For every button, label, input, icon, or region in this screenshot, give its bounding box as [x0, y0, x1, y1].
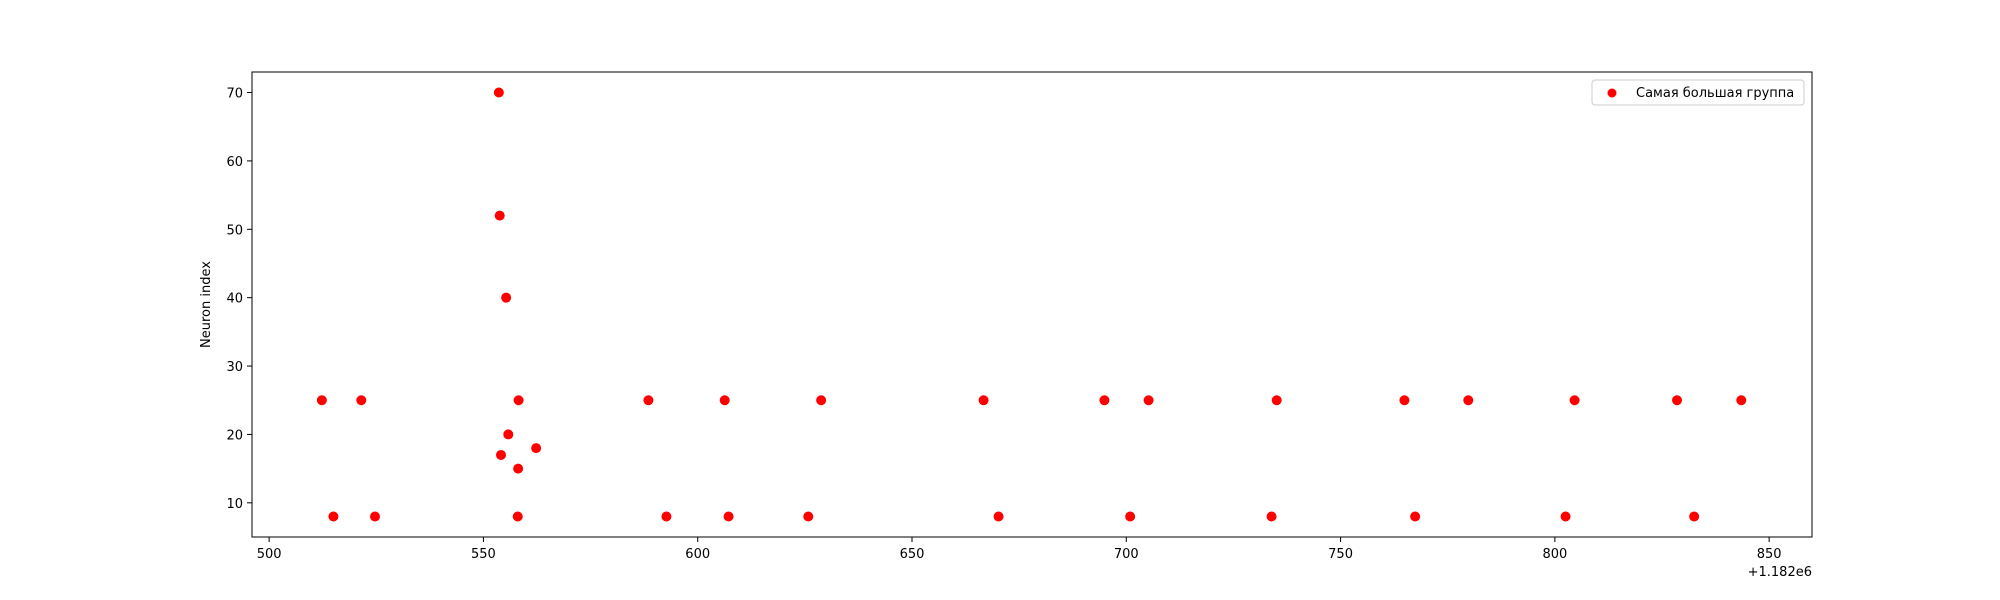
data-point [1736, 395, 1747, 406]
x-tick-label: 500 [257, 547, 282, 562]
data-point [501, 292, 512, 303]
data-point [723, 511, 734, 522]
y-tick-label: 70 [226, 87, 243, 102]
plot-frame [251, 71, 1813, 538]
y-axis-ticks: 10 20 30 40 50 60 70 [226, 87, 252, 512]
data-point [1560, 511, 1571, 522]
data-point [1410, 511, 1421, 522]
data-point [1689, 511, 1700, 522]
data-point [1399, 395, 1410, 406]
x-tick-label: 850 [1757, 547, 1782, 562]
data-point [1463, 395, 1474, 406]
data-point [513, 395, 524, 406]
data-point [1099, 395, 1110, 406]
data-point [513, 463, 524, 474]
y-tick-label: 50 [226, 223, 243, 238]
x-axis-ticks: 500 550 600 650 700 750 800 850 [257, 537, 1782, 562]
data-point [643, 395, 654, 406]
data-point [1569, 395, 1580, 406]
legend-frame [1591, 79, 1805, 106]
data-point [993, 511, 1004, 522]
data-points [316, 87, 1747, 522]
data-point [1672, 395, 1682, 406]
data-point [496, 449, 506, 460]
data-point [803, 511, 814, 522]
data-point [1143, 395, 1154, 406]
x-tick-label: 550 [471, 547, 496, 562]
data-point [503, 429, 514, 440]
y-axis-label: Neuron index [199, 261, 214, 348]
data-point [719, 395, 730, 406]
x-tick-label: 700 [1114, 547, 1139, 562]
data-point [1266, 511, 1277, 522]
data-point [531, 443, 542, 454]
data-point [370, 511, 380, 522]
legend: Самая большая группа [1591, 79, 1805, 106]
data-point [328, 511, 339, 522]
data-point [494, 210, 505, 221]
legend-marker [1607, 88, 1617, 98]
data-point [816, 395, 827, 406]
data-point [661, 511, 672, 522]
x-tick-label: 650 [900, 547, 925, 562]
legend-label: Самая большая группа [1636, 86, 1794, 101]
data-point [512, 511, 523, 522]
y-tick-label: 30 [226, 360, 243, 375]
y-tick-label: 20 [226, 428, 243, 443]
x-tick-label: 800 [1542, 547, 1567, 562]
y-tick-label: 60 [226, 155, 243, 170]
y-tick-label: 40 [226, 292, 243, 307]
data-point [356, 395, 367, 406]
plot-area [251, 71, 1813, 538]
data-point [493, 87, 504, 98]
data-point [316, 395, 327, 406]
y-tick-label: 10 [226, 497, 243, 512]
data-point [1125, 511, 1136, 522]
x-axis-offset-label: +1.182e6 [1748, 565, 1812, 580]
x-tick-label: 750 [1328, 547, 1353, 562]
data-point [978, 395, 989, 406]
x-tick-label: 600 [685, 547, 710, 562]
data-point [1271, 395, 1282, 406]
